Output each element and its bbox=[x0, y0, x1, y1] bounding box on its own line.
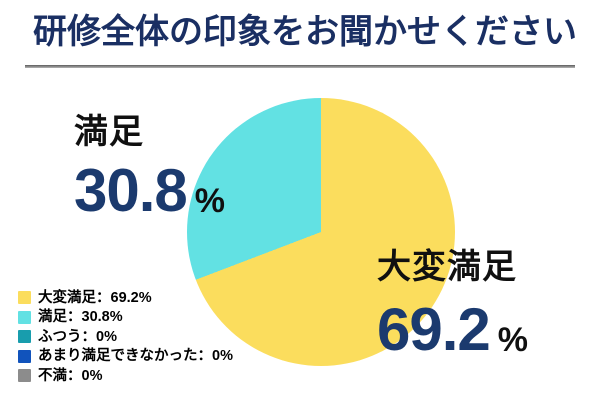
callout-satisfied-value-row: 30.8 % bbox=[74, 161, 225, 221]
legend-swatch bbox=[18, 291, 31, 305]
legend-label: 満足：30.8% bbox=[38, 309, 123, 325]
callout-satisfied-value: 30.8 bbox=[74, 157, 188, 224]
callout-very-satisfied-unit: % bbox=[497, 321, 529, 359]
callout-very-satisfied: 大変満足 69.2 % bbox=[377, 250, 528, 360]
callout-satisfied-unit: % bbox=[194, 182, 226, 220]
callout-satisfied-label: 満足 bbox=[74, 113, 144, 151]
title-underline bbox=[25, 65, 575, 68]
callout-very-satisfied-label: 大変満足 bbox=[377, 248, 517, 286]
legend-swatch bbox=[18, 330, 31, 344]
legend-label: 大変満足：69.2% bbox=[38, 289, 152, 306]
callout-very-satisfied-value-row: 69.2 % bbox=[377, 300, 528, 360]
legend-label: ふつう：0% bbox=[38, 328, 117, 345]
page-title: 研修全体の印象をお聞かせください bbox=[33, 13, 577, 51]
legend-label: あまり満足できなかった：0% bbox=[38, 348, 233, 364]
legend-item: 満足：30.8% bbox=[18, 308, 233, 328]
legend-label: 不満：0% bbox=[38, 367, 103, 384]
legend-item: 不満：0% bbox=[18, 366, 233, 386]
legend-swatch bbox=[18, 369, 31, 383]
legend-item: ふつう：0% bbox=[18, 327, 233, 347]
legend-swatch bbox=[18, 349, 31, 363]
callout-very-satisfied-value: 69.2 bbox=[377, 296, 491, 363]
pie-chart bbox=[187, 98, 455, 366]
legend-item: 大変満足：69.2% bbox=[18, 288, 233, 308]
legend: 大変満足：69.2% 満足：30.8% ふつう：0% あまり満足できなかった：0% 不満… bbox=[18, 288, 233, 386]
legend-swatch bbox=[18, 310, 31, 324]
legend-item: あまり満足できなかった：0% bbox=[18, 347, 233, 367]
callout-satisfied: 満足 30.8 % bbox=[74, 115, 225, 221]
